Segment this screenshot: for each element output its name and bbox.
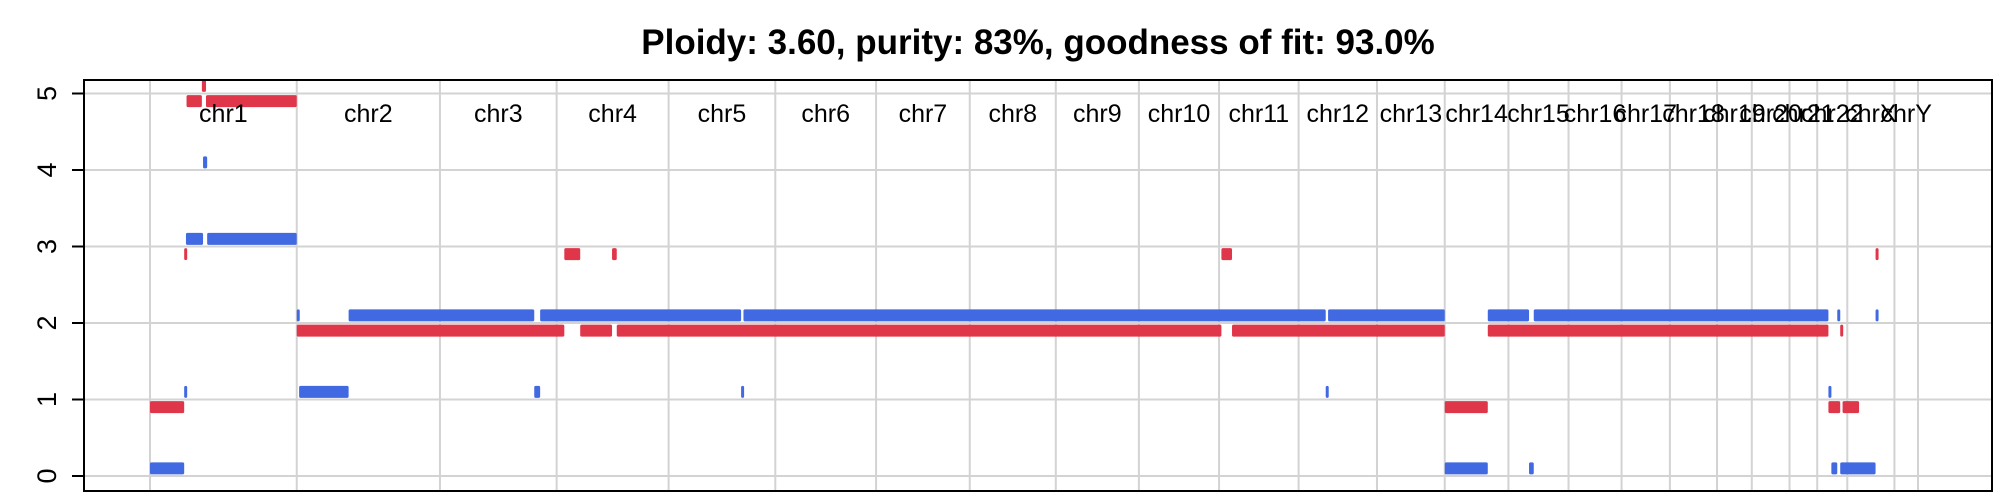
chromosome-label: chr20 xyxy=(1739,100,1802,128)
chromosome-gridlines xyxy=(149,80,1919,491)
major-segment xyxy=(534,385,541,398)
major-segment xyxy=(1831,462,1838,475)
minor-segment xyxy=(150,401,185,414)
chromosome-label: chr11 xyxy=(1228,100,1289,128)
chromosome-label: chr18 xyxy=(1662,100,1725,128)
y-gridlines xyxy=(84,92,1992,477)
chromosome-label: chr6 xyxy=(801,100,850,128)
chromosome-label: chr21 xyxy=(1772,100,1835,128)
chromosome-label: chr8 xyxy=(988,100,1037,128)
major-segment xyxy=(296,309,300,322)
minor-segment xyxy=(612,248,617,261)
major-segment xyxy=(1328,309,1445,322)
major-segment xyxy=(184,385,188,398)
minor-segment xyxy=(186,95,202,108)
chromosome-label: chr15 xyxy=(1507,100,1570,128)
minor-segment xyxy=(205,95,297,108)
major-segment xyxy=(1875,309,1879,322)
chromosome-label: chr9 xyxy=(1073,100,1122,128)
chromosome-label: chr16 xyxy=(1564,100,1627,128)
major-segment xyxy=(1325,385,1329,398)
y-tick-label: 0 xyxy=(32,468,62,483)
major-segment xyxy=(1828,385,1832,398)
major-segment xyxy=(348,309,535,322)
minor-segment xyxy=(1487,324,1829,337)
chromosome-labels: chr1 chr2 chr3 chr4 chr5 chr6 chr7 chr8 chr9 chr1… xyxy=(199,100,1932,128)
minor-segment xyxy=(580,324,613,337)
chromosome-label: chrY xyxy=(1881,100,1933,128)
major-segment xyxy=(1487,309,1530,322)
chromosome-label: chr3 xyxy=(474,100,523,128)
chromosome-label: chr19 xyxy=(1703,100,1766,128)
y-tick-label: 4 xyxy=(32,162,62,177)
minor-segment xyxy=(296,324,565,337)
y-tick-label: 1 xyxy=(32,392,62,407)
major-segment xyxy=(299,385,349,398)
minor-segment xyxy=(184,248,188,261)
chromosome-label: chr22 xyxy=(1801,100,1864,128)
major-segment xyxy=(207,232,297,245)
major-segment xyxy=(1837,309,1841,322)
major-segment xyxy=(741,385,745,398)
chromosome-label: chr13 xyxy=(1380,100,1443,128)
major-segment xyxy=(540,309,742,322)
major-segment xyxy=(203,156,208,169)
minor-segment xyxy=(1842,401,1860,414)
chromosome-label: chr1 xyxy=(199,100,248,128)
major-segment xyxy=(1444,462,1488,475)
major-segment xyxy=(743,309,1326,322)
major-segment xyxy=(150,462,185,475)
chromosome-label: chr17 xyxy=(1614,100,1677,128)
major-segment xyxy=(1529,462,1534,475)
y-axis: 0 1 2 3 4 5 xyxy=(32,86,84,484)
minor-segment xyxy=(1875,248,1879,261)
chromosome-label: chr7 xyxy=(899,100,948,128)
minor-segment xyxy=(564,248,581,261)
y-tick-label: 3 xyxy=(32,239,62,254)
chromosome-label: chr5 xyxy=(698,100,747,128)
chromosome-label: chr14 xyxy=(1445,100,1508,128)
chart-title: Ploidy: 3.60, purity: 83%, goodness of f… xyxy=(641,23,1435,62)
minor-segment xyxy=(616,324,1222,337)
minor-segment xyxy=(1444,401,1488,414)
y-tick-label: 5 xyxy=(32,86,62,101)
chromosome-label: chrX xyxy=(1845,100,1897,128)
chromosome-label: chr4 xyxy=(588,100,637,128)
chromosome-label: chr10 xyxy=(1148,100,1211,128)
chromosome-label: chr12 xyxy=(1307,100,1370,128)
major-segment xyxy=(1533,309,1829,322)
minor-segment xyxy=(1840,324,1844,337)
minor-segment xyxy=(201,79,206,92)
minor-segment xyxy=(1221,248,1233,261)
minor-segment xyxy=(1232,324,1445,337)
y-tick-label: 2 xyxy=(32,315,62,330)
chromosome-label: chr2 xyxy=(344,100,393,128)
copy-number-segments xyxy=(150,79,1879,475)
major-segment xyxy=(185,232,204,245)
major-segment xyxy=(1840,462,1876,475)
plot-frame xyxy=(83,79,1993,492)
minor-segment xyxy=(1828,401,1841,414)
